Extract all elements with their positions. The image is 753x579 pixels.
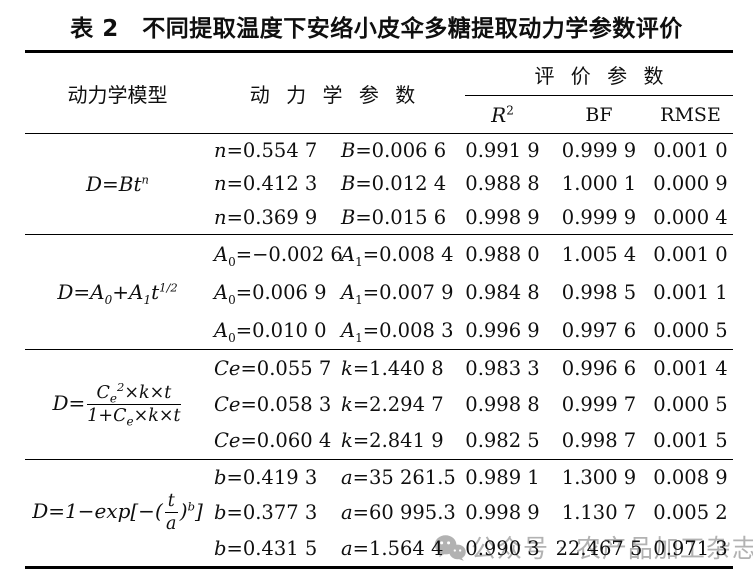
bf-cell: 0.999 9 xyxy=(561,139,637,163)
param-cell: A1=0.008 3 xyxy=(341,318,454,345)
model-block-power-law: D=Btn n=0.554 7 B=0.006 6 0.991 9 0.999 … xyxy=(25,134,733,235)
kinetics-table: 动力学模型 动 力 学 参 数 评 价 参 数 R2 BF RMSE D=Btn… xyxy=(25,50,733,569)
param-cell: B=0.015 6 xyxy=(341,205,447,229)
param-cell: b=0.431 5 xyxy=(214,536,318,560)
wechat-icon xyxy=(434,534,466,561)
rmse-cell: 0.971 3 xyxy=(653,536,728,560)
bf-cell: 0.996 6 xyxy=(561,356,637,380)
header-params-column: 动 力 学 参 数 xyxy=(249,82,421,107)
r2-cell: 0.990 3 xyxy=(465,536,540,560)
bf-cell: 1.005 4 xyxy=(561,242,637,266)
param-cell: k=1.440 8 xyxy=(341,356,444,380)
r2-cell: 0.983 3 xyxy=(465,356,540,380)
param-cell: a=35 261.5 xyxy=(341,466,456,490)
param-cell: B=0.012 4 xyxy=(341,172,447,196)
bf-cell: 22.467 5 xyxy=(555,536,643,560)
r2-cell: 0.998 8 xyxy=(465,392,540,416)
r2-cell: 0.998 9 xyxy=(465,501,540,525)
rmse-cell: 0.000 9 xyxy=(653,172,728,196)
table-title: 表 2 不同提取温度下安络小皮伞多糖提取动力学参数评价 xyxy=(70,16,683,42)
param-cell: b=0.419 3 xyxy=(214,466,318,490)
param-cell: n=0.412 3 xyxy=(214,172,318,196)
param-cell: a=1.564 4 xyxy=(341,536,444,560)
bf-cell: 1.000 1 xyxy=(561,172,637,196)
header-r2: R2 xyxy=(491,102,514,127)
rmse-cell: 0.001 1 xyxy=(653,280,728,304)
r2-cell: 0.996 9 xyxy=(465,318,540,342)
model-block-parabolic: D=A0+A1t1/2 A0=−0.002 6 A1=0.008 4 0.988… xyxy=(25,235,733,350)
param-cell: Ce=0.058 3 xyxy=(214,392,332,416)
watermark: 公众号 · 农产品加工杂志社 xyxy=(434,529,753,565)
param-cell: A0=0.010 0 xyxy=(214,318,327,345)
param-cell: A1=0.008 4 xyxy=(341,242,454,269)
rmse-cell: 0.000 4 xyxy=(653,205,728,229)
param-cell: A0=0.006 9 xyxy=(214,280,327,307)
param-cell: n=0.554 7 xyxy=(214,139,318,163)
header-model-column: 动力学模型 xyxy=(67,82,168,107)
bf-cell: 0.998 7 xyxy=(561,429,637,453)
bf-cell: 0.999 9 xyxy=(561,205,637,229)
r2-cell: 0.988 0 xyxy=(465,242,540,266)
header-rmse: RMSE xyxy=(660,103,721,126)
param-cell: k=2.294 7 xyxy=(341,392,444,416)
rmse-cell: 0.001 0 xyxy=(653,242,728,266)
header-bf: BF xyxy=(585,103,613,126)
table-header: 动力学模型 动 力 学 参 数 评 价 参 数 R2 BF RMSE xyxy=(25,53,733,134)
rmse-cell: 0.001 4 xyxy=(653,356,728,380)
r2-cell: 0.991 9 xyxy=(465,139,540,163)
model-formula: D= Ce2×k×t 1+Ce×k×t xyxy=(52,380,181,429)
r2-cell: 0.982 5 xyxy=(465,429,540,453)
param-cell: b=0.377 3 xyxy=(214,501,318,525)
param-cell: n=0.369 9 xyxy=(214,205,318,229)
r2-cell: 0.988 8 xyxy=(465,172,540,196)
watermark-text: 公众号 · 农产品加工杂志社 xyxy=(471,534,753,563)
param-cell: A0=−0.002 6 xyxy=(214,242,343,269)
bf-cell: 0.997 6 xyxy=(561,318,637,342)
param-cell: k=2.841 9 xyxy=(341,429,444,453)
r2-cell: 0.998 9 xyxy=(465,205,540,229)
bf-cell: 1.300 9 xyxy=(561,466,637,490)
param-cell: B=0.006 6 xyxy=(341,139,447,163)
bf-cell: 0.998 5 xyxy=(561,280,637,304)
header-eval-subrow: R2 BF RMSE xyxy=(455,96,733,133)
rmse-cell: 0.008 9 xyxy=(653,466,728,490)
model-block-weibull: D=1−exp[−(t a)b] b=0.419 3 a=35 261.5 0.9… xyxy=(25,460,733,566)
bf-cell: 1.130 7 xyxy=(561,501,637,525)
param-cell: A1=0.007 9 xyxy=(341,280,454,307)
model-formula: D=A0+A1t1/2 xyxy=(57,280,178,307)
bf-cell: 0.999 7 xyxy=(561,392,637,416)
r2-cell: 0.989 1 xyxy=(465,466,540,490)
model-block-hyperbolic: D= Ce2×k×t 1+Ce×k×t Ce=0.055 7 k=1.440 8 0… xyxy=(25,350,733,460)
rmse-cell: 0.000 5 xyxy=(653,318,728,342)
rmse-cell: 0.005 2 xyxy=(653,501,728,525)
header-eval-column: 评 价 参 数 xyxy=(465,53,733,96)
param-cell: Ce=0.060 4 xyxy=(214,429,332,453)
param-cell: a=60 995.3 xyxy=(341,501,456,525)
rmse-cell: 0.001 0 xyxy=(653,139,728,163)
model-formula: D=1−exp[−(t a)b] xyxy=(32,491,203,535)
rmse-cell: 0.001 5 xyxy=(653,429,728,453)
r2-cell: 0.984 8 xyxy=(465,280,540,304)
model-formula: D=Btn xyxy=(86,171,149,196)
rmse-cell: 0.000 5 xyxy=(653,392,728,416)
param-cell: Ce=0.055 7 xyxy=(214,356,332,380)
header-eval-group: 评 价 参 数 R2 BF RMSE xyxy=(455,53,733,133)
